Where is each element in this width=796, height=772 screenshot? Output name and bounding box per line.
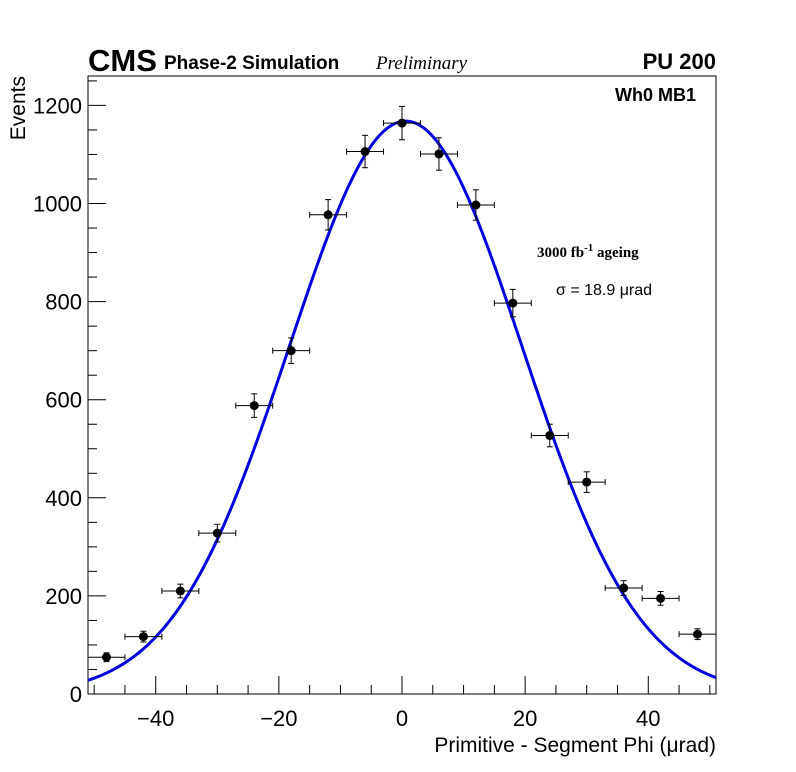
ageing-label: 3000 fb-1 ageing [537, 242, 639, 261]
data-point [419, 137, 458, 171]
y-tick-label: 600 [45, 388, 82, 413]
data-marker [582, 477, 592, 487]
data-marker [212, 528, 222, 538]
data-point [161, 583, 200, 599]
data-marker [508, 298, 518, 308]
x-axis-title: Primitive - Segment Phi (μrad) [434, 734, 716, 757]
data-marker [101, 652, 111, 662]
data-point [272, 337, 311, 364]
data-point [235, 393, 274, 418]
data-marker [175, 586, 185, 596]
y-tick-label: 1200 [33, 93, 82, 118]
pileup-label: PU 200 [643, 49, 716, 74]
cms-label: CMS [88, 43, 157, 78]
data-marker [360, 147, 370, 157]
y-tick-label: 0 [70, 682, 82, 707]
ageing-label-main: 3000 fb [537, 245, 584, 261]
data-marker [397, 118, 407, 128]
data-point [530, 423, 569, 448]
data-point [493, 288, 532, 318]
x-tick-label: 40 [636, 706, 660, 731]
y-tick-label: 1000 [33, 192, 82, 217]
ageing-label-sup: -1 [584, 242, 593, 254]
data-point [346, 134, 385, 169]
y-tick-label: 800 [45, 290, 82, 315]
x-axis: −40 −20 0 20 40 [93, 676, 711, 731]
fit-layer [88, 119, 716, 682]
data-point [198, 523, 237, 543]
data-points [87, 105, 717, 663]
data-marker [471, 200, 481, 210]
x-tick-label: 0 [396, 706, 408, 731]
data-point [309, 199, 348, 231]
x-tick-label: −40 [137, 706, 174, 731]
gaussian-fit-line [88, 119, 716, 682]
data-marker [434, 149, 444, 159]
phase2-label: Phase-2 Simulation [164, 53, 339, 74]
sigma-label: σ = 18.9 μrad [556, 282, 652, 299]
data-point [567, 471, 606, 493]
data-marker [323, 210, 333, 220]
y-axis-title: Events [7, 76, 30, 140]
region-label: Wh0 MB1 [615, 85, 696, 105]
y-tick-label: 400 [45, 486, 82, 511]
data-marker [619, 583, 629, 593]
y-tick-label: 200 [45, 584, 82, 609]
ageing-label-rest: ageing [593, 245, 639, 261]
data-marker [286, 346, 296, 356]
data-point [678, 628, 717, 641]
data-point [383, 105, 421, 141]
data-point [124, 630, 163, 643]
data-point [604, 580, 643, 596]
data-point [641, 590, 680, 606]
data-point [456, 189, 495, 221]
data-marker [249, 401, 259, 411]
x-tick-label: −20 [260, 706, 297, 731]
data-marker [138, 632, 148, 642]
y-axis: 0 200 400 600 800 1000 1200 [33, 80, 106, 707]
data-point [87, 652, 126, 663]
preliminary-label: Preliminary [375, 53, 468, 74]
data-marker [545, 431, 555, 441]
data-marker [693, 629, 703, 639]
data-marker [656, 593, 666, 603]
x-tick-label: 20 [513, 706, 537, 731]
